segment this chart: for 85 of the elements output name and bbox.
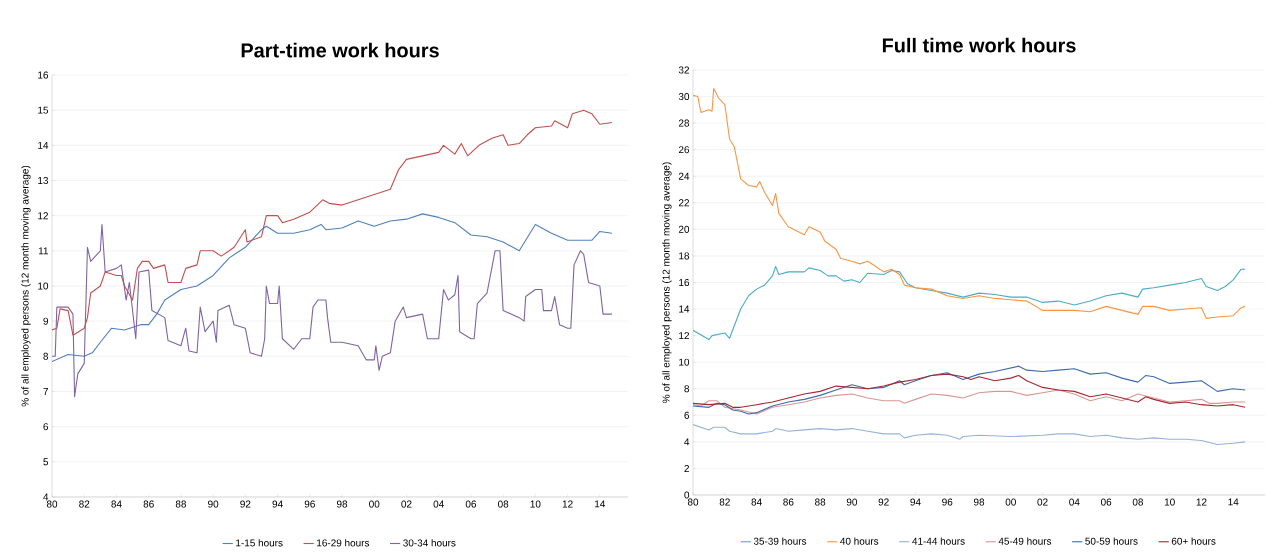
x-tick-label: 00	[369, 500, 380, 508]
x-tick-label: 88	[175, 500, 187, 508]
x-tick-label: 82	[719, 498, 730, 506]
y-tick-label: 26	[678, 146, 690, 154]
chart-title: Part-time work hours	[241, 42, 439, 58]
x-tick-label: 14	[595, 500, 606, 508]
y-tick-label: 14	[38, 141, 49, 149]
x-tick-label: 82	[79, 500, 90, 508]
y-tick-label: 13	[38, 177, 49, 185]
y-tick-label: 10	[38, 282, 49, 290]
x-tick-label: 08	[1132, 498, 1144, 506]
x-tick-label: 06	[1100, 498, 1112, 506]
legend-label: 30-34 hours	[403, 539, 456, 547]
x-tick-label: 86	[783, 498, 794, 506]
x-tick-label: 98	[336, 500, 348, 508]
x-tick-label: 96	[942, 498, 953, 506]
y-tick-label: 22	[678, 199, 689, 207]
y-tick-label: 2	[684, 465, 689, 472]
legend-label: 50-59 hours	[1085, 537, 1138, 545]
x-tick-label: 08	[498, 500, 509, 508]
y-axis-title: % of all employed persons (12 month moving average)	[21, 166, 31, 407]
legend-label: 45-49 hours	[998, 537, 1052, 545]
y-tick-label: 6	[684, 411, 690, 419]
line-series	[52, 223, 613, 398]
x-tick-label: 80	[687, 498, 699, 506]
x-tick-label: 02	[401, 500, 412, 508]
legend-label: 16-29 hours	[317, 539, 370, 547]
y-tick-label: 12	[679, 332, 689, 340]
x-tick-label: 10	[530, 500, 541, 508]
x-tick-label: 98	[973, 498, 985, 506]
x-tick-label: 14	[1228, 498, 1239, 506]
legend-label: 40 hours	[840, 537, 879, 545]
y-tick-label: 24	[678, 172, 690, 180]
x-tick-label: 94	[910, 498, 921, 506]
y-tick-label: 8	[43, 352, 49, 360]
x-tick-label: 92	[878, 498, 889, 506]
x-tick-label: 12	[1196, 498, 1207, 506]
x-tick-label: 80	[46, 500, 58, 508]
x-tick-label: 00	[1005, 498, 1016, 506]
y-tick-label: 4	[684, 438, 690, 446]
x-tick-label: 88	[815, 498, 826, 506]
x-tick-label: 84	[111, 500, 122, 508]
legend-label: 60+ hours	[1171, 537, 1216, 545]
x-tick-label: 90	[846, 498, 858, 506]
y-tick-label: 10	[679, 358, 690, 366]
y-tick-label: 0	[684, 491, 690, 499]
x-tick-label: 96	[304, 500, 315, 508]
x-tick-label: 12	[562, 500, 573, 508]
x-tick-label: 02	[1037, 498, 1048, 506]
y-tick-label: 5	[43, 458, 49, 466]
line-series	[693, 424, 1246, 446]
x-tick-label: 84	[751, 498, 762, 506]
y-tick-label: 9	[43, 317, 49, 325]
y-tick-label: 28	[678, 119, 690, 127]
line-series	[693, 365, 1246, 415]
legend-label: 41-44 hours	[912, 537, 965, 545]
x-tick-label: 86	[143, 500, 154, 508]
y-tick-label: 32	[678, 66, 689, 74]
y-tick-label: 8	[684, 385, 690, 393]
x-tick-label: 94	[272, 500, 283, 508]
y-tick-label: 18	[679, 252, 690, 260]
y-tick-label: 14	[679, 305, 690, 313]
y-tick-label: 11	[38, 247, 49, 255]
y-tick-label: 15	[38, 106, 49, 114]
y-axis-title: % of all employed persons (12 month moving average)	[662, 162, 672, 403]
y-tick-label: 30	[678, 93, 690, 101]
x-tick-label: 92	[240, 500, 251, 508]
y-tick-label: 16	[38, 71, 49, 79]
x-tick-label: 10	[1164, 498, 1175, 506]
x-tick-label: 06	[465, 500, 477, 508]
y-tick-label: 6	[43, 423, 49, 431]
x-tick-label: 04	[1069, 498, 1080, 506]
x-tick-label: 90	[208, 500, 219, 508]
y-tick-label: 12	[38, 212, 48, 220]
line-series	[693, 389, 1246, 415]
legend-label: 1-15 hours	[236, 539, 283, 547]
y-tick-label: 7	[43, 388, 48, 395]
y-tick-label: 20	[678, 225, 690, 233]
y-tick-label: 4	[43, 493, 49, 501]
y-tick-label: 16	[679, 279, 690, 287]
x-tick-label: 04	[433, 500, 444, 508]
line-series	[693, 266, 1246, 341]
line-series	[52, 109, 613, 336]
legend-label: 35-39 hours	[753, 537, 807, 545]
chart-title: Full time work hours	[882, 37, 1076, 53]
